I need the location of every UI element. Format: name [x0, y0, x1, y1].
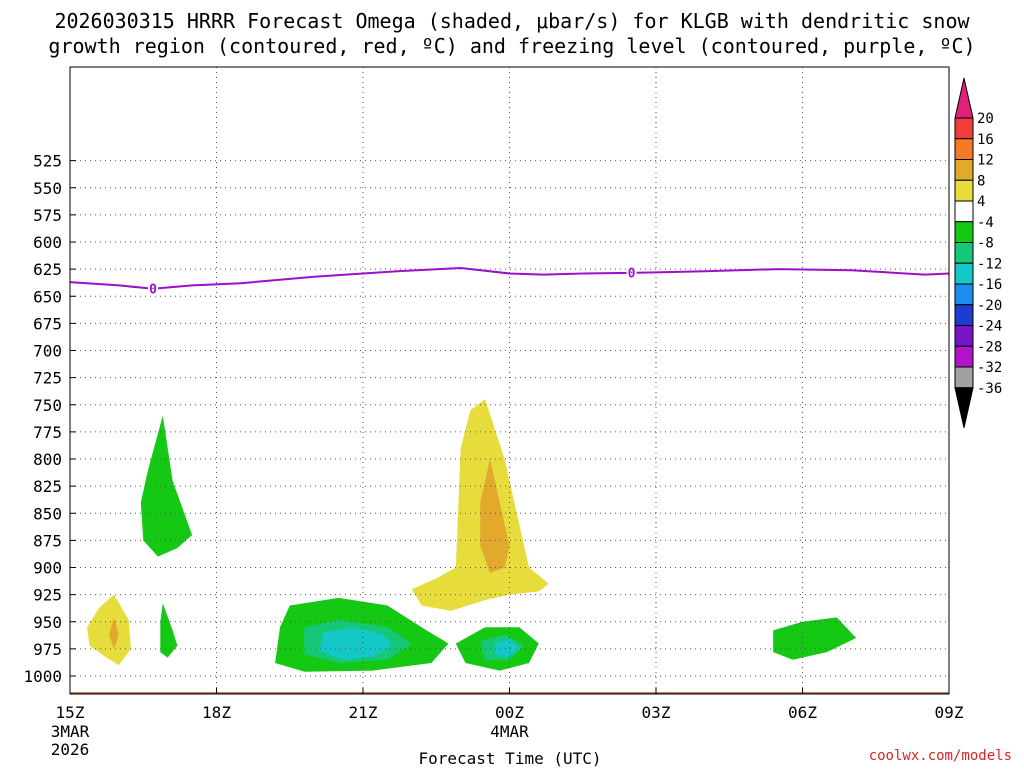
colorbar-bin-4 [954, 179, 974, 202]
omega-shading [87, 399, 857, 672]
colorbar-label--16: -16 [977, 277, 1002, 293]
y-tick-label-700: 700 [33, 342, 62, 361]
colorbar-bin-5 [954, 200, 974, 223]
grid-lines [70, 67, 949, 694]
y-tick-label-650: 650 [33, 287, 62, 306]
y-tick-label-950: 950 [33, 613, 62, 632]
freezing-level-label-1: 0 [628, 266, 636, 281]
y-tick-label-1000: 1000 [23, 667, 62, 686]
y-tick-label-975: 975 [33, 640, 62, 659]
x-axis-label: Forecast Time (UTC) [418, 749, 601, 768]
colorbar-bin-11 [954, 325, 974, 347]
colorbar-bottom-arrow [954, 387, 974, 428]
x-tick-label-00Z: 00Z [495, 703, 524, 722]
colorbar-label-20: 20 [977, 111, 994, 127]
chart-title-line2: growth region (contoured, red, ºC) and f… [48, 34, 975, 58]
omega-region-yellow-23z [411, 399, 549, 611]
colorbar-label--8: -8 [977, 236, 994, 252]
colorbar-label--36: -36 [977, 381, 1002, 397]
y-tick-label-725: 725 [33, 369, 62, 388]
credit-text: coolwx.com/models [869, 748, 1012, 764]
omega-region-orange-23z [480, 459, 510, 573]
omega-region-orange-16z [109, 617, 119, 649]
chart-title-line1: 2026030315 HRRR Forecast Omega (shaded, … [54, 9, 970, 33]
x-tick-label-06Z: 06Z [788, 703, 817, 722]
colorbar-label--32: -32 [977, 360, 1002, 376]
y-tick-label-925: 925 [33, 586, 62, 605]
x-tick-sublabel-2026: 2026 [51, 740, 90, 759]
freezing-level-label-0: 0 [149, 283, 157, 298]
freezing-label-bg-0 [148, 281, 159, 296]
colorbar-label--28: -28 [977, 339, 1002, 355]
colorbar-top-arrow [954, 77, 974, 119]
x-tick-sublabel-4MAR: 4MAR [490, 722, 529, 741]
omega-region-yellow-16z [87, 594, 131, 666]
y-tick-label-850: 850 [33, 504, 62, 523]
y-tick-label-575: 575 [33, 206, 62, 225]
y-tick-label-750: 750 [33, 396, 62, 415]
colorbar-label--4: -4 [977, 215, 994, 231]
plot-frame [69, 66, 950, 695]
x-tick-sublabel-3MAR: 3MAR [51, 722, 90, 741]
colorbar: 20 16 12 8 4 -4 -8 -12 -16 -20 -24 -28 -32 -36 [954, 77, 1002, 428]
y-tick-label-800: 800 [33, 450, 62, 469]
freezing-label-bg-1 [626, 265, 637, 280]
x-tick-label-15Z: 15Z [56, 703, 85, 722]
y-tick-label-600: 600 [33, 233, 62, 252]
y-tick-label-900: 900 [33, 559, 62, 578]
omega-region-green-column-17z [140, 415, 193, 557]
colorbar-label-8: 8 [977, 173, 985, 189]
colorbar-bin-2 [954, 138, 974, 160]
colorbar-bin-7 [954, 242, 974, 264]
y-tick-label-525: 525 [33, 152, 62, 171]
y-tick-label-550: 550 [33, 179, 62, 198]
omega-region-green-05z [773, 617, 857, 660]
colorbar-bin-10 [954, 304, 974, 326]
colorbar-label--24: -24 [977, 319, 1002, 335]
y-tick-label-775: 775 [33, 423, 62, 442]
colorbar-bin-8 [954, 262, 974, 285]
y-tick-label-825: 825 [33, 477, 62, 496]
omega-region-cyan-21z [319, 627, 393, 660]
freezing-level-line [69, 266, 950, 290]
omega-region-green-small-17z [160, 603, 178, 658]
x-tick-label-09Z: 09Z [935, 703, 964, 722]
y-axis-ticks: 525 550 575 600 625 650 675 700 725 750 775 800 825 8… [23, 152, 76, 686]
colorbar-bin-9 [954, 283, 974, 306]
colorbar-label-16: 16 [977, 132, 994, 148]
colorbar-label-12: 12 [977, 153, 994, 169]
x-tick-label-03Z: 03Z [642, 703, 671, 722]
freezing-level-contour: 00 [69, 265, 950, 298]
x-tick-label-21Z: 21Z [349, 703, 378, 722]
omega-region-cyan-23z [494, 639, 520, 658]
colorbar-bin-12 [954, 345, 974, 368]
colorbar-label-4: 4 [977, 194, 985, 210]
y-tick-label-875: 875 [33, 531, 62, 550]
y-tick-label-625: 625 [33, 260, 62, 279]
colorbar-label--20: -20 [977, 298, 1002, 314]
colorbar-bin-3 [954, 159, 974, 181]
y-tick-label-675: 675 [33, 314, 62, 333]
colorbar-label--12: -12 [977, 256, 1002, 272]
colorbar-bin-6 [954, 221, 974, 243]
x-tick-label-18Z: 18Z [202, 703, 231, 722]
colorbar-bin-13 [954, 366, 974, 389]
colorbar-bin-1 [954, 117, 974, 140]
